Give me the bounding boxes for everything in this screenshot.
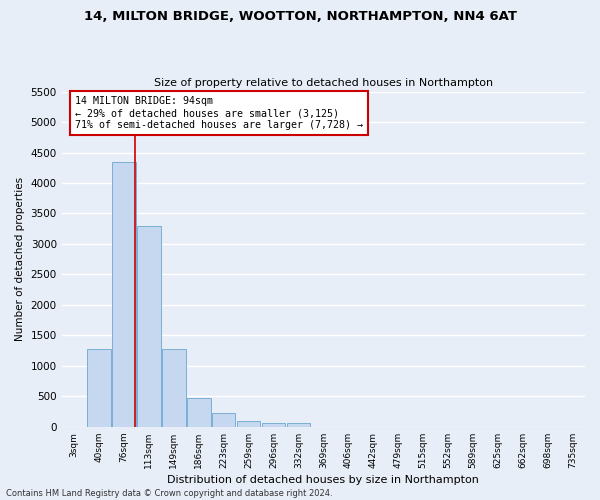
Bar [162,349,185,427]
Bar [137,226,161,427]
X-axis label: Distribution of detached houses by size in Northampton: Distribution of detached houses by size … [167,475,479,485]
Text: 14, MILTON BRIDGE, WOOTTON, NORTHAMPTON, NN4 6AT: 14, MILTON BRIDGE, WOOTTON, NORTHAMPTON,… [83,10,517,23]
Bar [287,424,310,427]
Bar [112,162,136,427]
Y-axis label: Number of detached properties: Number of detached properties [15,177,25,341]
Bar [212,414,235,427]
Title: Size of property relative to detached houses in Northampton: Size of property relative to detached ho… [154,78,493,88]
Bar [87,350,111,427]
Text: 14 MILTON BRIDGE: 94sqm
← 29% of detached houses are smaller (3,125)
71% of semi: 14 MILTON BRIDGE: 94sqm ← 29% of detache… [76,96,364,130]
Bar [237,422,260,427]
Bar [187,398,211,427]
Text: Contains HM Land Registry data © Crown copyright and database right 2024.: Contains HM Land Registry data © Crown c… [6,488,332,498]
Bar [262,423,286,427]
